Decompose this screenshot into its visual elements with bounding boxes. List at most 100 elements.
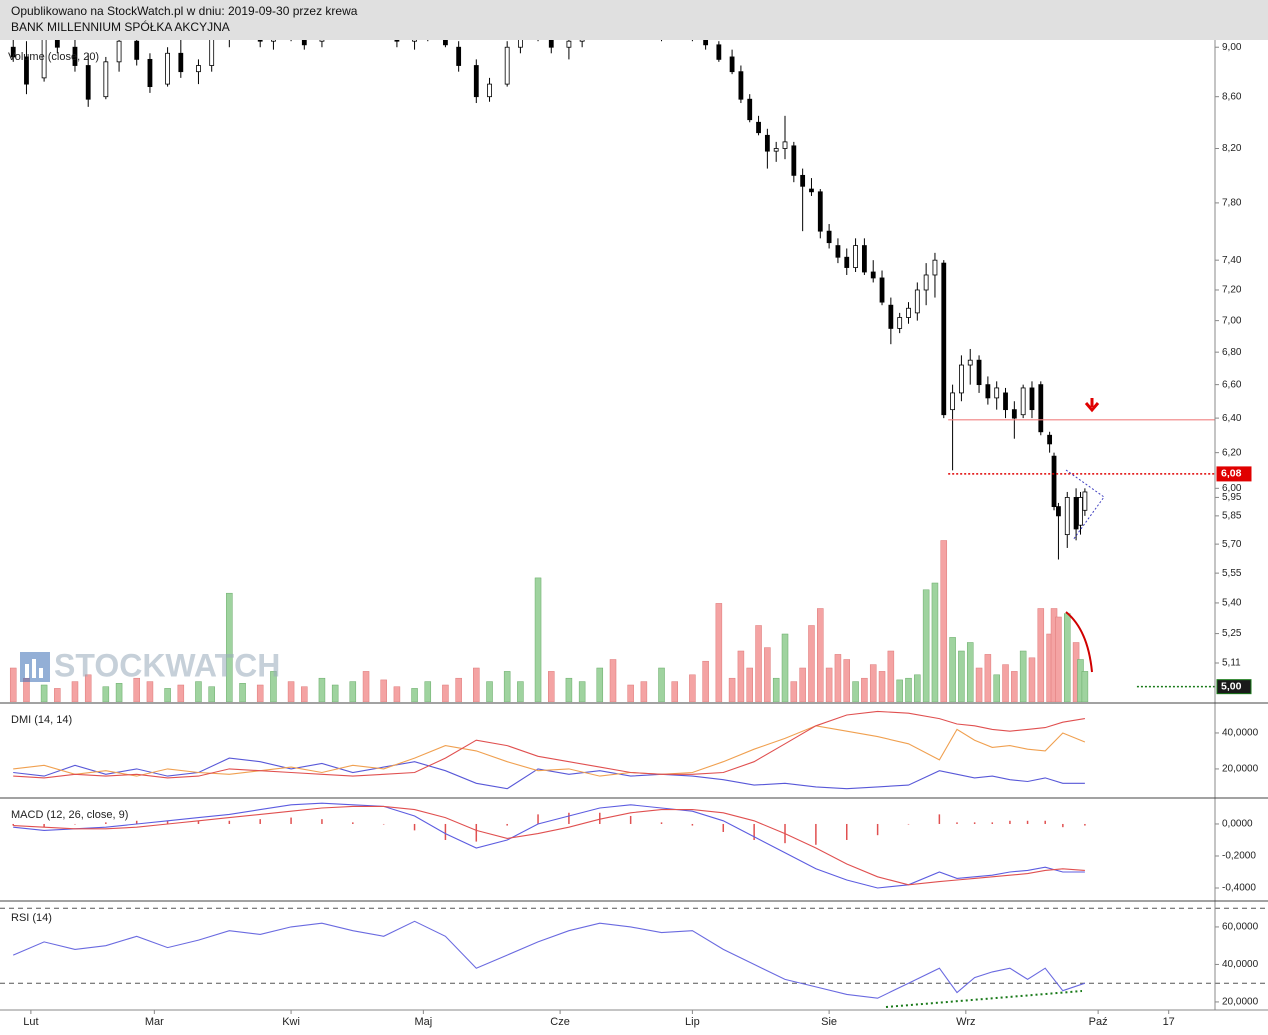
candle-body	[1038, 384, 1044, 433]
x-tick-label: Cze	[550, 1016, 570, 1028]
volume-bar	[755, 625, 762, 702]
volume-bar	[380, 679, 387, 702]
candle-body	[967, 359, 973, 366]
x-tick-label: Paź	[1089, 1016, 1108, 1028]
histogram-bar	[815, 823, 817, 845]
arrow	[1084, 398, 1100, 413]
candle-body	[703, 40, 709, 46]
x-tick-label: Lip	[685, 1016, 700, 1028]
candle-body	[1020, 387, 1026, 416]
volume-bar	[208, 686, 215, 702]
volume-bar	[799, 667, 806, 702]
volume-bar	[817, 608, 824, 702]
indicator-line	[13, 710, 1085, 779]
histogram-bar	[537, 814, 539, 824]
candle-body	[906, 307, 911, 318]
volume-bar	[737, 650, 745, 702]
watermark-icon	[32, 659, 36, 678]
x-tick-label: Maj	[415, 1016, 433, 1028]
y-tick-label: 5,85	[1222, 511, 1242, 522]
candle-body	[844, 256, 850, 268]
y-tick-label: 6,60	[1222, 379, 1242, 390]
candle-body	[72, 46, 78, 66]
y-tick-label: 5,11	[1222, 658, 1241, 669]
candle-body	[1003, 392, 1008, 411]
volume-bar	[609, 659, 617, 702]
volume-bar	[287, 681, 295, 702]
x-tick-label: Lut	[23, 1016, 38, 1028]
volume-bar	[627, 684, 634, 702]
volume-bar	[1019, 650, 1027, 702]
y-tick-label: 7,80	[1222, 198, 1242, 209]
volume-bar	[1002, 664, 1009, 702]
volume-bar	[1081, 671, 1089, 702]
candle-body	[782, 141, 788, 149]
candle-body	[165, 52, 170, 85]
histogram-bar	[228, 820, 231, 824]
panel-title: RSI (14)	[11, 912, 52, 924]
histogram-bar	[12, 823, 14, 826]
volume-bar	[256, 684, 264, 702]
x-tick-label: Kwi	[282, 1016, 300, 1028]
volume-bar	[534, 577, 542, 702]
volume-bar	[239, 683, 246, 702]
candle-body	[566, 40, 572, 48]
candle-body	[1011, 409, 1017, 419]
y-tick-label: 7,40	[1222, 255, 1242, 266]
volume-bar	[764, 647, 771, 702]
y-tick-label: 8,20	[1222, 143, 1242, 154]
indicator-line	[12, 920, 1086, 999]
y-tick-label: 5,55	[1222, 568, 1242, 579]
volume-bar	[71, 681, 79, 702]
candle-body	[134, 40, 140, 60]
candle-body	[41, 40, 47, 79]
volume-bar	[301, 686, 308, 702]
histogram-bar	[444, 823, 447, 840]
volume-bar	[486, 681, 493, 702]
y-tick-label: 7,20	[1222, 285, 1242, 296]
candle-body	[147, 58, 153, 88]
candle-body	[257, 40, 263, 42]
candle-body	[879, 277, 885, 303]
candle-body	[756, 121, 761, 134]
histogram-bar	[1084, 823, 1086, 826]
volume-bar	[565, 677, 573, 702]
y-tick-label: 20,0000	[1222, 997, 1259, 1008]
candle-body	[861, 245, 867, 273]
volume-bar	[548, 671, 555, 702]
histogram-bar	[907, 823, 910, 825]
candle-body	[504, 46, 510, 85]
candle-body	[738, 71, 744, 100]
candle-body	[517, 40, 523, 48]
watermark: STOCKWATCH	[20, 647, 280, 683]
candle-body	[923, 274, 929, 291]
candle-body	[716, 44, 722, 60]
candle-body	[1064, 497, 1070, 536]
candle-body	[1047, 434, 1053, 445]
indicator-line	[13, 725, 1086, 777]
candle-body	[579, 40, 585, 42]
y-tick-label: 7,00	[1222, 315, 1242, 326]
histogram-bar	[956, 822, 958, 824]
trend-line	[885, 990, 1083, 1008]
candle-body	[888, 304, 894, 329]
histogram-bar	[290, 817, 292, 824]
histogram-bar	[1062, 823, 1064, 828]
candle-body	[487, 83, 492, 98]
histogram-bar	[43, 823, 45, 828]
candle-body	[103, 61, 109, 98]
histogram-bar	[1044, 820, 1046, 824]
volume-bar	[54, 688, 61, 702]
volume-bar	[905, 677, 912, 702]
volume-bar	[349, 681, 357, 702]
y-tick-label: 5,70	[1222, 539, 1242, 550]
volume-bar	[596, 667, 604, 702]
y-tick-label: 20,0000	[1222, 764, 1259, 775]
volume-bar	[984, 654, 992, 702]
volume-bar	[781, 633, 789, 702]
candle-body	[835, 245, 841, 258]
volume-bar	[671, 681, 679, 702]
candle-body	[985, 384, 991, 399]
y-tick-label: -0,4000	[1222, 883, 1256, 894]
